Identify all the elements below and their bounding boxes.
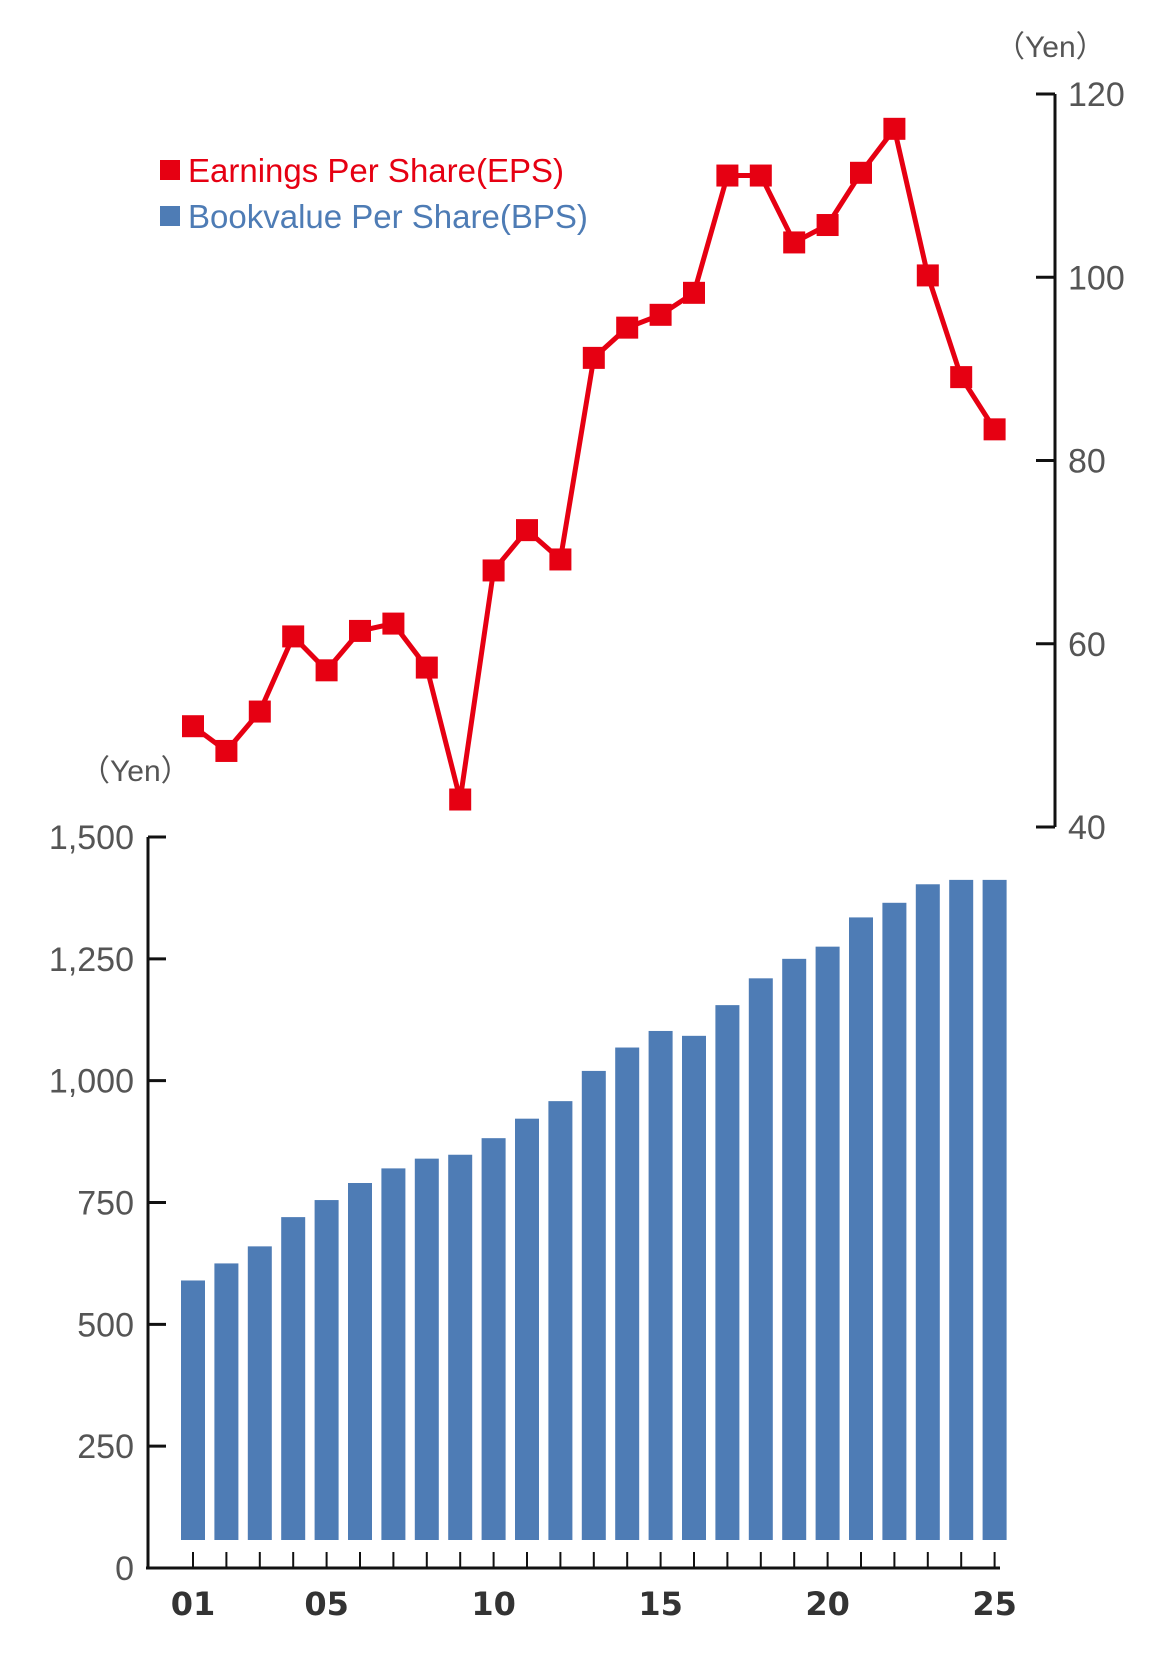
bps-y-tick-label: 1,500 bbox=[49, 819, 134, 857]
eps-point bbox=[449, 788, 472, 811]
eps-point bbox=[415, 656, 438, 679]
eps-y-tick-label: 120 bbox=[1068, 76, 1125, 114]
eps-point bbox=[582, 346, 605, 369]
bps-y-tick-label: 1,250 bbox=[49, 941, 134, 979]
bps-bar bbox=[748, 978, 773, 1540]
bps-y-axis: （Yen） 0 250 500 750 1,000 1,250 1,500 bbox=[49, 755, 191, 1588]
bps-y-tick-label: 750 bbox=[77, 1185, 134, 1223]
eps-point bbox=[616, 316, 639, 339]
x-tick-label: 05 bbox=[304, 1585, 349, 1623]
bps-y-tick-label: 500 bbox=[77, 1306, 134, 1344]
eps-point bbox=[382, 612, 405, 635]
legend-bps-swatch bbox=[160, 206, 180, 226]
bps-bar bbox=[915, 884, 940, 1540]
bps-bar bbox=[548, 1101, 573, 1540]
bps-bar bbox=[682, 1035, 706, 1540]
eps-point bbox=[749, 164, 772, 187]
eps-point bbox=[816, 214, 839, 237]
bps-bar bbox=[581, 1070, 606, 1540]
eps-point bbox=[182, 715, 204, 738]
bps-bar bbox=[515, 1118, 539, 1540]
eps-point bbox=[549, 548, 572, 571]
bps-bar bbox=[448, 1154, 473, 1540]
eps-point bbox=[315, 659, 338, 682]
eps-point bbox=[215, 739, 238, 762]
eps-y-tick-label: 60 bbox=[1068, 626, 1106, 664]
eps-point bbox=[516, 519, 538, 542]
bps-bar bbox=[782, 958, 807, 1540]
eps-point bbox=[983, 418, 1006, 441]
eps-point bbox=[248, 700, 271, 723]
legend-eps-swatch bbox=[160, 160, 180, 180]
bps-bar bbox=[247, 1246, 272, 1540]
bps-bar bbox=[348, 1183, 372, 1540]
bps-bar bbox=[214, 1263, 239, 1540]
bps-bar bbox=[882, 902, 907, 1540]
bps-bar bbox=[381, 1168, 406, 1540]
x-tick-label: 25 bbox=[972, 1585, 1017, 1623]
bps-bar bbox=[281, 1217, 306, 1540]
eps-point bbox=[683, 281, 705, 304]
bps-y-tick-label: 0 bbox=[115, 1550, 134, 1588]
eps-point bbox=[282, 625, 305, 648]
x-tick-label: 01 bbox=[171, 1585, 216, 1623]
bps-bar bbox=[982, 879, 1007, 1540]
bps-bar bbox=[715, 1005, 740, 1540]
eps-line-series bbox=[182, 117, 1006, 811]
x-tick-label: 10 bbox=[471, 1585, 516, 1623]
x-tick-label: 20 bbox=[805, 1585, 850, 1623]
bps-bar bbox=[481, 1138, 506, 1540]
eps-point bbox=[850, 161, 872, 184]
eps-point bbox=[883, 117, 906, 140]
bps-bar bbox=[314, 1200, 339, 1540]
bps-bar bbox=[414, 1158, 439, 1540]
bps-y-unit-label: （Yen） bbox=[80, 755, 191, 788]
eps-y-tick-label: 40 bbox=[1068, 809, 1106, 847]
bps-bar bbox=[849, 917, 873, 1540]
bps-y-tick-label: 1,000 bbox=[49, 1063, 134, 1101]
eps-point bbox=[349, 619, 371, 642]
eps-point bbox=[783, 231, 806, 254]
eps-point bbox=[482, 559, 505, 582]
bps-y-tick-label: 250 bbox=[77, 1428, 134, 1466]
legend-eps-label: Earnings Per Share(EPS) bbox=[188, 152, 564, 189]
x-tick-label: 15 bbox=[638, 1585, 683, 1623]
eps-y-axis: （Yen） 40 60 80 100 120 bbox=[995, 31, 1125, 847]
eps-point bbox=[649, 303, 672, 326]
bps-bars bbox=[181, 879, 1007, 1540]
eps-point bbox=[916, 264, 939, 287]
eps-y-unit-label: （Yen） bbox=[995, 31, 1106, 64]
bps-bar bbox=[815, 946, 840, 1540]
bps-bar bbox=[615, 1047, 640, 1540]
eps-y-tick-label: 80 bbox=[1068, 443, 1106, 481]
legend: Earnings Per Share(EPS) Bookvalue Per Sh… bbox=[160, 152, 588, 235]
bps-bar bbox=[648, 1030, 673, 1540]
eps-y-tick-label: 100 bbox=[1068, 259, 1125, 297]
bps-bar bbox=[949, 879, 974, 1540]
x-axis: 01 05 10 15 20 25 bbox=[146, 1552, 1017, 1623]
eps-point bbox=[950, 366, 973, 389]
bps-bar bbox=[181, 1280, 205, 1540]
eps-point bbox=[716, 164, 739, 187]
legend-bps-label: Bookvalue Per Share(BPS) bbox=[188, 198, 588, 235]
